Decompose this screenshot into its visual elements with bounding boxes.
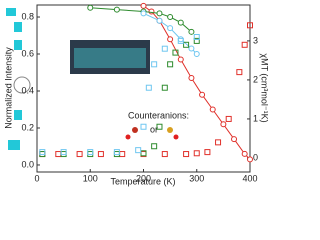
- data-point: [135, 147, 142, 154]
- x-tick-label: 300: [189, 173, 204, 183]
- data-point: [241, 41, 248, 48]
- data-point: [204, 149, 211, 156]
- y2-axis-label: χMT (cm³mol⁻¹K): [260, 53, 270, 122]
- data-point: [87, 4, 94, 11]
- y-tick-label: 0.8: [21, 11, 34, 21]
- data-point: [76, 151, 83, 158]
- x-tick-label: 100: [83, 173, 98, 183]
- data-point: [177, 56, 184, 63]
- y2-tick-label: 2: [253, 74, 258, 84]
- y-tick-label: 0.6: [21, 48, 34, 58]
- data-point: [39, 151, 46, 158]
- data-point: [199, 91, 206, 98]
- plot-frame: [36, 4, 251, 173]
- y-axis-label: Normalized Intensity: [3, 47, 13, 129]
- data-point: [113, 149, 120, 156]
- data-point: [236, 69, 243, 76]
- data-point: [231, 136, 238, 143]
- x-axis-label: Temperature (K): [110, 176, 175, 186]
- anion-drawings: [125, 127, 179, 140]
- data-point: [145, 84, 152, 91]
- y-tick-label: 0.2: [21, 122, 34, 132]
- annotation: or: [150, 124, 158, 134]
- data-point: [113, 6, 120, 13]
- data-point: [167, 61, 174, 68]
- data-point: [183, 151, 190, 158]
- data-point: [151, 61, 158, 68]
- data-point: [220, 121, 227, 128]
- data-point: [167, 14, 174, 21]
- data-point: [247, 22, 253, 29]
- data-point: [161, 151, 168, 158]
- data-point: [241, 150, 248, 157]
- chart: Counteranions: or Temperature (K) Normal…: [3, 2, 270, 186]
- x-tick-label: 400: [242, 173, 257, 183]
- data-point: [177, 36, 184, 43]
- data-point: [161, 84, 168, 91]
- data-point: [148, 8, 155, 15]
- data-point: [119, 151, 126, 158]
- y-tick-label: 0.4: [21, 85, 34, 95]
- data-point: [87, 151, 94, 158]
- y2-tick-label: 1: [253, 113, 258, 123]
- data-point: [60, 149, 67, 156]
- data-point: [167, 25, 174, 32]
- data-point: [60, 151, 67, 158]
- y2-tick-label: 3: [253, 35, 258, 45]
- data-point: [188, 75, 195, 82]
- data-point: [161, 45, 168, 52]
- data-point: [140, 10, 147, 17]
- data-point: [151, 143, 158, 150]
- y-tick-label: 0.0: [21, 159, 34, 169]
- data-point: [247, 156, 253, 163]
- data-point: [209, 106, 216, 113]
- inset-glow: [74, 48, 146, 68]
- data-point: [177, 19, 184, 26]
- data-point: [140, 150, 147, 157]
- data-point: [188, 28, 195, 35]
- data-point: [183, 41, 190, 48]
- data-point: [188, 45, 195, 52]
- data-point: [140, 123, 147, 130]
- data-point: [193, 37, 200, 44]
- x-tick-label: 200: [136, 173, 151, 183]
- data-point: [172, 49, 179, 56]
- data-point: [215, 139, 222, 146]
- data-point: [55, 151, 62, 158]
- data-point: [193, 51, 200, 58]
- data-point: [39, 149, 46, 156]
- data-point: [39, 151, 46, 158]
- annotation: Counteranions:: [128, 110, 189, 120]
- x-tick-label: 0: [34, 173, 39, 183]
- data-point: [140, 2, 147, 9]
- data-point: [193, 33, 200, 40]
- data-point: [97, 151, 104, 158]
- data-point: [113, 151, 120, 158]
- data-point: [193, 150, 200, 157]
- y2-tick-label: 0: [253, 152, 258, 162]
- data-point: [177, 37, 184, 44]
- data-point: [87, 149, 94, 156]
- data-point: [156, 17, 163, 24]
- data-point: [225, 115, 232, 122]
- data-point: [156, 10, 163, 17]
- data-point: [156, 123, 163, 130]
- molecule-drawing: [6, 8, 31, 150]
- data-point: [167, 36, 174, 43]
